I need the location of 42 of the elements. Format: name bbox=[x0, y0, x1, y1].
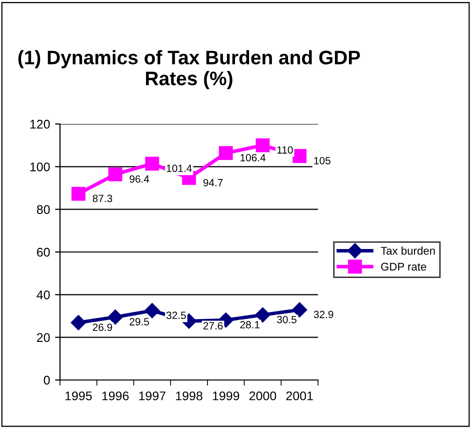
data-label: 32.9 bbox=[314, 310, 334, 318]
y-tick-label: 40 bbox=[36, 290, 50, 300]
point bbox=[144, 303, 160, 318]
point bbox=[292, 149, 307, 163]
data-label: 101.4 bbox=[166, 164, 192, 172]
y-tick-label: 20 bbox=[37, 333, 50, 342]
y-tick-label: 0 bbox=[44, 376, 50, 385]
y-tick-label: 60 bbox=[37, 248, 50, 257]
x-tick-label: 2001 bbox=[286, 391, 313, 400]
y-tick-label: 80 bbox=[36, 205, 50, 214]
x-tick-label: 1997 bbox=[139, 391, 166, 400]
legend-label: GDP rate bbox=[381, 262, 426, 271]
data-label: 106.4 bbox=[240, 154, 266, 162]
y-tick-label: 120 bbox=[30, 120, 50, 129]
point bbox=[255, 307, 270, 323]
data-label: 87.3 bbox=[92, 194, 112, 202]
point bbox=[218, 146, 233, 160]
point bbox=[256, 138, 270, 152]
x-tick-label: 1999 bbox=[212, 391, 240, 400]
y-tick-label: 100 bbox=[30, 162, 50, 172]
point bbox=[108, 309, 123, 325]
data-label: 27.6 bbox=[203, 322, 223, 330]
x-tick-label: 1996 bbox=[102, 391, 129, 400]
data-label: 96.4 bbox=[130, 175, 150, 183]
data-label: 26.9 bbox=[92, 324, 112, 331]
legend-label: Tax burden bbox=[380, 246, 435, 255]
data-label: 30.5 bbox=[277, 316, 296, 324]
point bbox=[145, 156, 160, 171]
data-label: 29.5 bbox=[130, 318, 150, 326]
point bbox=[292, 302, 308, 318]
x-tick-label: 1995 bbox=[65, 391, 92, 400]
chart-title: (1) Dynamics of Tax Burden and GDP Rates (%) bbox=[18, 50, 360, 90]
data-label: 32.5 bbox=[166, 312, 186, 320]
data-label: 94.7 bbox=[203, 178, 223, 186]
point bbox=[108, 167, 122, 182]
point bbox=[70, 315, 86, 330]
data-label: 105 bbox=[314, 156, 330, 164]
x-tick-label: 1998 bbox=[176, 391, 202, 400]
data-label: 110 bbox=[277, 146, 293, 154]
data-label: 28.1 bbox=[240, 321, 260, 328]
point bbox=[71, 186, 86, 201]
x-tick-label: 2000 bbox=[249, 391, 276, 400]
